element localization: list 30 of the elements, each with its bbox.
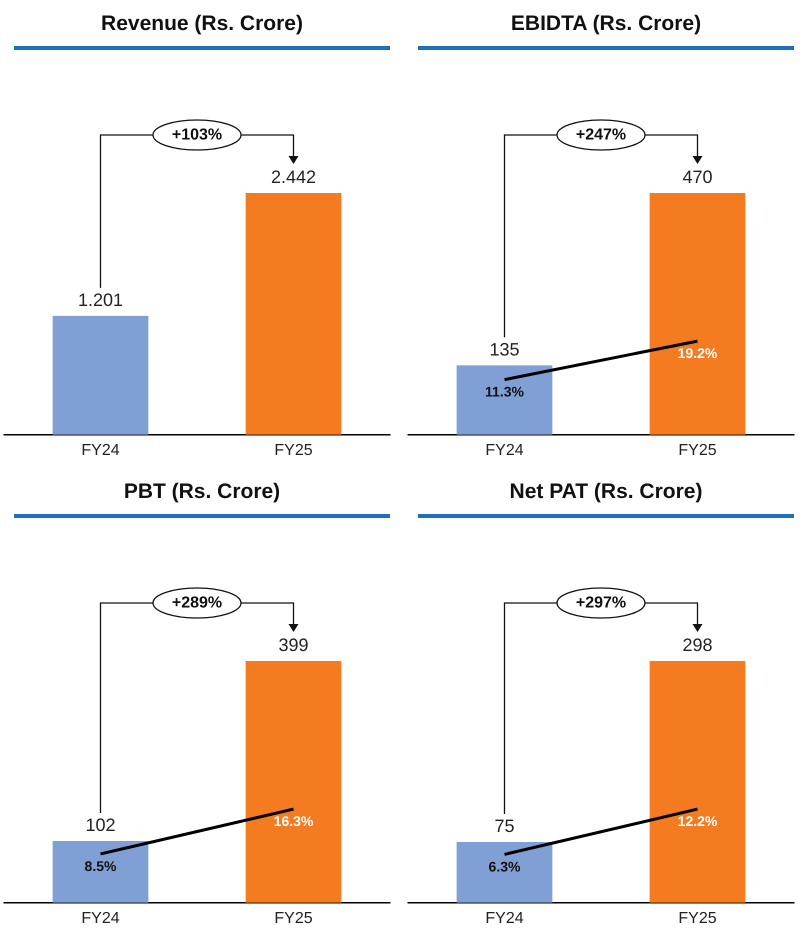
x-tick-label: FY25 <box>678 442 717 459</box>
text: +297% <box>576 594 626 612</box>
x-tick-label: FY24 <box>81 442 120 459</box>
x-tick-label: FY24 <box>81 910 120 927</box>
data-label: 470 <box>682 166 713 187</box>
data-label: 12.2% <box>678 812 718 829</box>
data-label: 16.3% <box>274 812 314 829</box>
data-label: 399 <box>278 634 309 655</box>
data-label: 102 <box>85 814 116 835</box>
data-label: 19.2% <box>678 344 718 361</box>
chart-title: PBT (Rs. Crore) <box>14 480 390 518</box>
data-label: 298 <box>682 634 713 655</box>
chart-title: Revenue (Rs. Crore) <box>14 12 390 50</box>
chart-title: EBIDTA (Rs. Crore) <box>418 12 794 50</box>
x-tick-label: FY24 <box>485 442 524 459</box>
data-label: 75 <box>494 816 515 836</box>
text: +247% <box>576 126 626 144</box>
data-label: 135 <box>489 339 520 360</box>
x-tick-label: FY25 <box>274 442 313 459</box>
text: +103% <box>172 126 222 144</box>
text: +289% <box>172 594 222 612</box>
data-label: 6.3% <box>488 858 521 874</box>
data-label: 2.442 <box>270 166 316 187</box>
data-label: 11.3% <box>485 384 525 400</box>
data-label: 8.5% <box>84 858 117 874</box>
data-label: 1.201 <box>78 290 124 310</box>
x-tick-label: FY25 <box>678 910 717 927</box>
chart-title: Net PAT (Rs. Crore) <box>418 480 794 518</box>
x-tick-label: FY24 <box>485 910 524 927</box>
x-tick-label: FY25 <box>274 910 313 927</box>
